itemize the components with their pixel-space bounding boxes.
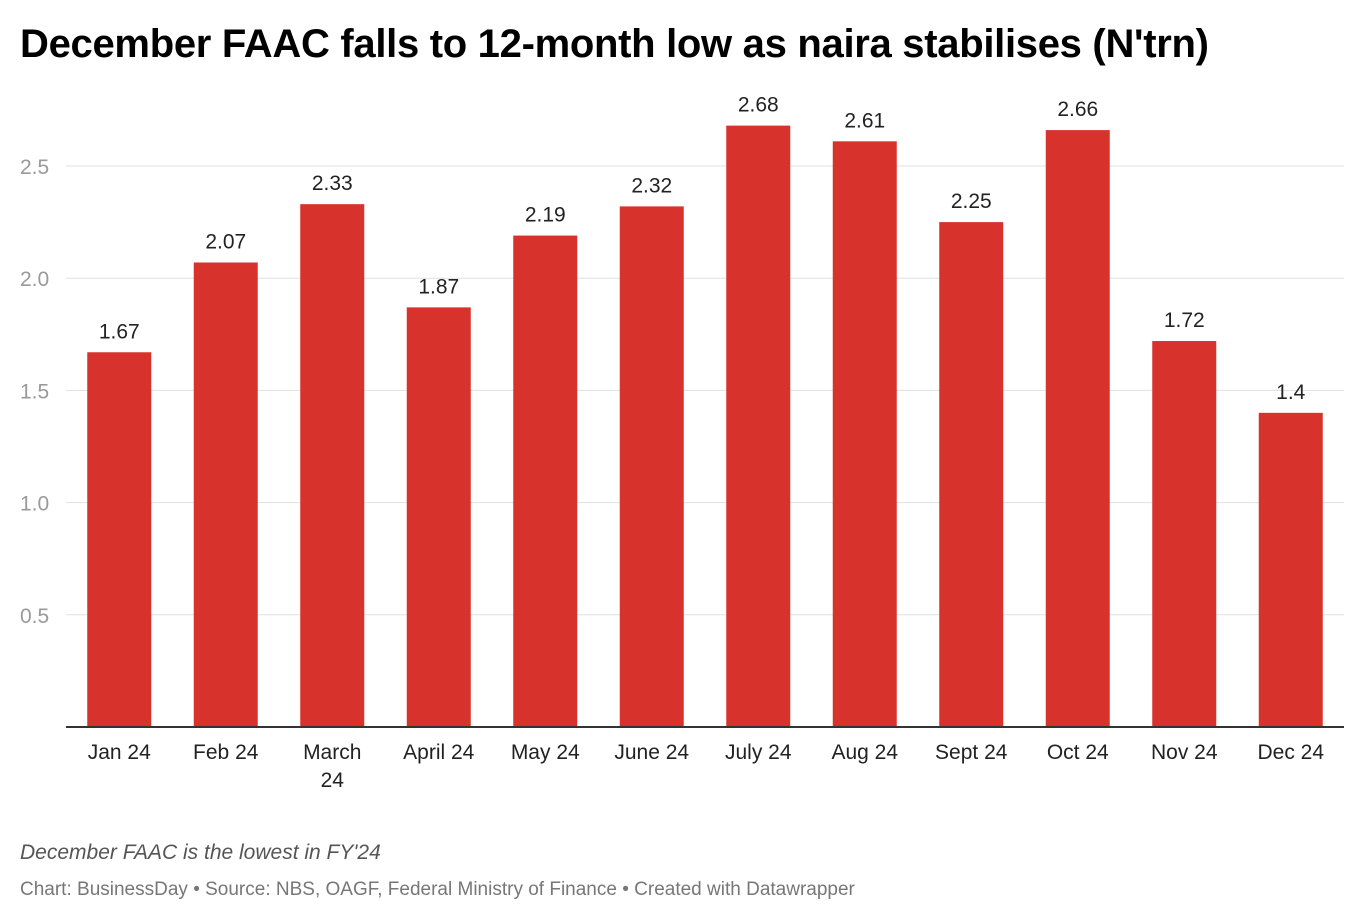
y-tick-label: 2.0	[20, 268, 49, 291]
x-tick-label: Nov 24	[1151, 741, 1218, 764]
y-tick-label: 1.0	[20, 493, 49, 516]
x-tick-label: May 24	[511, 741, 580, 764]
chart-title: December FAAC falls to 12-month low as n…	[20, 22, 1209, 66]
gridlines	[66, 165, 1344, 616]
bar	[193, 262, 258, 727]
bar	[1152, 341, 1217, 727]
bar	[832, 141, 897, 727]
footer-separator: •	[193, 879, 200, 900]
bar	[1258, 412, 1323, 727]
x-tick-label: March 24	[303, 741, 361, 792]
bar	[1045, 130, 1110, 727]
y-tick-label: 0.5	[20, 605, 49, 628]
data-labels: 1.67 2.07 2.33 1.87 2.19 2.32 2.68 2.61 2.25 2.66…	[99, 94, 1306, 404]
data-label: 1.72	[1164, 309, 1205, 332]
chart-note: December FAAC is the lowest in FY'24	[20, 841, 381, 864]
bar	[513, 235, 578, 727]
data-label: 1.87	[418, 275, 459, 298]
bar	[87, 352, 152, 727]
chart-footer: Chart: BusinessDay • Source: NBS, OAGF, …	[20, 879, 855, 901]
y-axis-ticks: 0.5 1.0 1.5 2.0 2.5	[20, 156, 49, 628]
y-tick-label: 2.5	[20, 156, 49, 179]
y-tick-label: 1.5	[20, 380, 49, 403]
x-tick-label: Jan 24	[88, 741, 151, 764]
x-tick-label: Sept 24	[935, 741, 1008, 764]
x-tick-label: Dec 24	[1257, 741, 1324, 764]
data-label: 2.61	[844, 109, 885, 132]
data-label: 2.32	[631, 174, 672, 197]
x-tick-label: July 24	[725, 741, 792, 764]
bar	[939, 222, 1004, 727]
x-tick-label: Feb 24	[193, 741, 259, 764]
bar-chart: 0.5 1.0 1.5 2.0 2.5 1.67 2.07 2.33 1.87 2.19 2.32…	[20, 94, 1344, 792]
x-tick-label: June 24	[614, 741, 689, 764]
chart-source: Source: NBS, OAGF, Federal Ministry of F…	[205, 879, 617, 900]
x-tick-label: Aug 24	[831, 741, 898, 764]
x-axis-labels: Jan 24 Feb 24 March 24 April 24 May 24 June 24…	[88, 741, 1325, 792]
bars	[87, 125, 1323, 728]
bar	[726, 125, 791, 727]
bar	[619, 206, 684, 728]
x-tick-label: Oct 24	[1047, 741, 1109, 764]
data-label: 1.67	[99, 320, 140, 343]
data-label: 2.68	[738, 94, 779, 117]
data-label: 2.25	[951, 190, 992, 213]
bar	[406, 307, 471, 727]
footer-separator: •	[622, 879, 629, 900]
data-label: 2.19	[525, 204, 566, 227]
chart-credit: Chart: BusinessDay	[20, 879, 188, 900]
data-label: 2.66	[1057, 98, 1098, 121]
data-label: 2.07	[205, 230, 246, 253]
x-tick-label: April 24	[403, 741, 475, 764]
data-label: 2.33	[312, 172, 353, 195]
data-label: 1.4	[1276, 381, 1306, 404]
bar	[300, 204, 365, 727]
created-with: Created with Datawrapper	[634, 879, 855, 900]
